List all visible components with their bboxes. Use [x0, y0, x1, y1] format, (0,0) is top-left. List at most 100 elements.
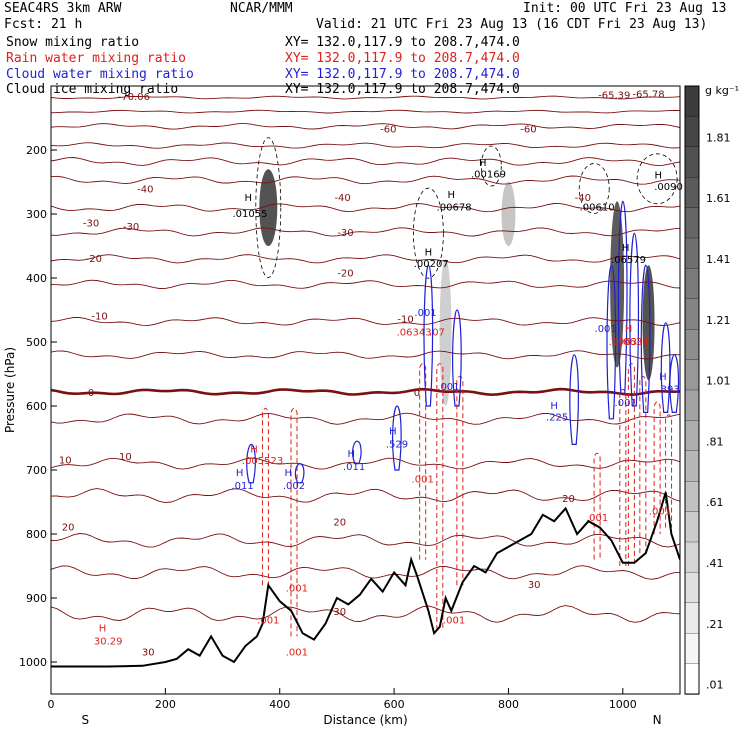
temp-contour-3 [51, 142, 680, 149]
extremum-label-13: .001 [414, 308, 436, 319]
cloud-water-contour-5 [452, 309, 462, 407]
x-end-right: N [653, 713, 662, 727]
extremum-label-35: .07 [429, 327, 445, 338]
temp-contour-17 [51, 565, 680, 580]
colorbar-band-1 [684, 116, 700, 148]
cloud-water-contour-11 [660, 322, 671, 413]
extremum-label-34: .06343 [397, 327, 432, 338]
snow-plume-0 [259, 169, 278, 247]
field-cloud-xy: XY= 132.0,117.9 to 208.7,474.0 [285, 67, 520, 82]
extremum-label-23: H [347, 449, 355, 460]
snow-plume-2 [501, 182, 516, 246]
colorbar-label-3: 1.21 [706, 314, 731, 327]
rain-shaft-10 [665, 414, 673, 528]
colorbar-unit: g kg⁻¹ [705, 84, 739, 97]
temp-label-14: -10 [397, 315, 413, 326]
extremum-label-41: .001 [286, 647, 308, 658]
temp-label-20: 20 [333, 517, 346, 528]
extremum-label-4: H [448, 190, 456, 201]
x-axis-label: Distance (km) [323, 713, 407, 727]
field-rain-xy: XY= 132.0,117.9 to 208.7,474.0 [285, 51, 520, 66]
x-tick-label-5: 1000 [609, 698, 637, 711]
extremum-label-21: H [389, 427, 397, 438]
extremum-label-0: H [245, 193, 253, 204]
temp-contour-4 [51, 157, 680, 167]
extremum-label-24: .011 [343, 462, 365, 473]
temp-label-16: 0 [414, 388, 420, 399]
extremum-label-33: .0634 [620, 337, 649, 348]
colorbar-band-5 [684, 237, 700, 270]
temp-contour-12 [51, 387, 680, 397]
extremum-label-32: .1963 [608, 337, 637, 348]
temp-label-23: 30 [142, 647, 155, 658]
colorbar-band-14 [684, 511, 700, 543]
y-tick-label-4: 600 [26, 400, 47, 413]
temp-label-1: -65.39 [598, 91, 630, 102]
extremum-label-18: .393 [657, 384, 679, 395]
temp-contour-9 [51, 279, 680, 289]
cloud-water-contour-10 [640, 264, 651, 413]
temp-label-26: 30.29 [94, 637, 123, 648]
temp-label-22: 30 [333, 607, 346, 618]
extremum-label-22: .529 [386, 439, 408, 450]
extremum-label-11: H [622, 243, 630, 254]
temp-label-24: 30 [528, 580, 541, 591]
cloud-water-contour-0 [246, 443, 256, 484]
rain-shaft-1 [290, 407, 298, 637]
temp-contour-8 [51, 254, 680, 264]
cloud-water-contour-9 [629, 232, 640, 407]
temp-contour-16 [51, 533, 680, 548]
cloud-water-contour-7 [606, 264, 617, 420]
field-snow-xy: XY= 132.0,117.9 to 208.7,474.0 [285, 35, 520, 50]
extremum-label-28: .002 [283, 481, 305, 492]
extremum-label-40: .001 [257, 615, 279, 626]
extremum-label-16: .001 [615, 398, 637, 409]
temp-label-15: 0 [88, 388, 94, 399]
extremum-label-36: .001 [412, 475, 434, 486]
field-snow-name: Snow mixing ratio [6, 35, 140, 50]
extremum-label-1: .01055 [232, 209, 267, 220]
colorbar-band-3 [684, 177, 700, 209]
colorbar-band-10 [684, 389, 700, 422]
colorbar-label-5: .81 [706, 435, 724, 448]
temp-contour-11 [51, 350, 680, 360]
rain-shaft-6 [619, 388, 627, 566]
colorbar-band-8 [684, 329, 700, 361]
extremum-label-10: .00610 [580, 203, 615, 214]
extremum-label-37: .001 [586, 513, 608, 524]
colorbar-frame [684, 85, 700, 695]
extremum-label-6: H [425, 247, 433, 258]
rain-shaft-8 [639, 375, 647, 554]
extremum-label-2: H [479, 158, 487, 169]
extremum-label-30: .005523 [242, 456, 283, 467]
extremum-label-42: .001 [443, 615, 465, 626]
extremum-label-7: .00207 [414, 259, 449, 270]
terrain-line [51, 492, 680, 668]
y-tick-label-2: 400 [26, 272, 47, 285]
temp-contour-7 [51, 227, 680, 237]
ice-contour-0 [255, 137, 282, 279]
extremum-label-9: .0090 [654, 182, 683, 193]
y-axis-label: Pressure (hPa) [3, 347, 17, 433]
valid-time: Valid: 21 UTC Fri 23 Aug 13 (16 CDT Fri … [316, 17, 708, 32]
colorbar-label-4: 1.01 [706, 375, 731, 388]
extremum-label-31: H [625, 324, 633, 335]
x-end-left: S [81, 713, 89, 727]
cloud-water-contour-6 [569, 354, 579, 445]
temp-label-25: H [99, 624, 107, 635]
rain-shaft-0 [261, 407, 269, 586]
ice-contour-2 [480, 145, 502, 187]
cloud-water-contour-12 [669, 354, 680, 413]
colorbar-band-6 [684, 268, 700, 300]
temp-label-8: -30 [83, 219, 99, 230]
rain-shaft-3 [436, 363, 444, 630]
temp-label-17: 10 [59, 455, 72, 466]
cloud-water-contour-3 [391, 405, 402, 471]
rain-shaft-7 [627, 363, 635, 566]
colorbar-band-4 [684, 207, 700, 239]
extremum-label-20: .225 [546, 413, 568, 424]
temp-contour-13 [51, 412, 680, 425]
temp-label-18: 10 [119, 452, 132, 463]
extremum-label-3: .00169 [471, 169, 506, 180]
colorbar-label-1: 1.61 [706, 192, 731, 205]
